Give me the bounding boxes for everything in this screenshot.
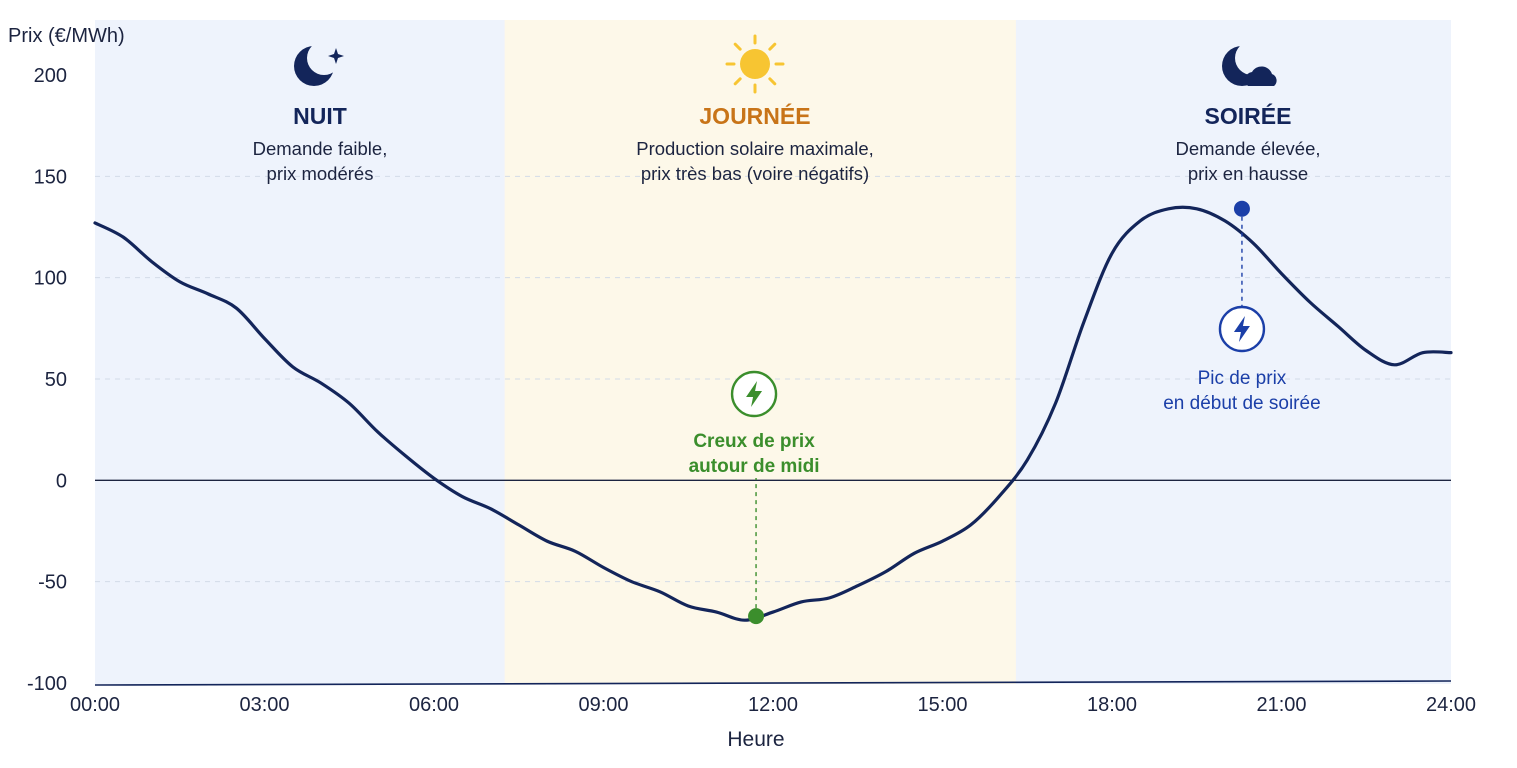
zone-subtitle-line2: prix très bas (voire négatifs) — [641, 163, 869, 184]
x-tick-label: 12:00 — [748, 694, 798, 716]
lightning-icon — [1218, 305, 1266, 353]
y-tick-label: 0 — [56, 470, 67, 492]
moon-star-icon — [294, 46, 344, 86]
zone-title: NUIT — [293, 103, 347, 129]
y-tick-label: -50 — [38, 572, 67, 594]
zones-layer — [95, 20, 1451, 684]
annotation-trough: Creux de prix autour de midi — [689, 370, 820, 625]
annotation-line1: Pic de prix — [1198, 368, 1287, 389]
star-icon — [328, 48, 344, 64]
annotation-line2: en début de soirée — [1163, 393, 1320, 414]
sun-icon-ray — [733, 42, 742, 51]
annotation-line2: autour de midi — [689, 456, 820, 477]
cloud-icon — [1245, 66, 1277, 86]
series-layer — [93, 205, 1453, 622]
x-tick-label: 15:00 — [917, 694, 967, 716]
zone-band-2 — [504, 20, 1016, 684]
x-tick-label: 24:00 — [1426, 694, 1476, 716]
x-tick-label: 03:00 — [239, 694, 289, 716]
y-axis-title: Prix (€/MWh) — [8, 25, 125, 47]
zone-subtitle-line2: prix en hausse — [1188, 163, 1308, 184]
zone-band-1 — [95, 20, 505, 684]
x-tick-label: 18:00 — [1087, 694, 1137, 716]
sun-icon-ray — [733, 77, 742, 86]
y-tick-label: 50 — [45, 369, 67, 391]
zone-subtitle-line2: prix modérés — [267, 163, 374, 184]
trough-point — [748, 608, 765, 625]
zone-label-2: JOURNÉE Production solaire maximale, prix … — [636, 34, 874, 184]
sun-icon — [725, 34, 785, 94]
y-tick-label: 200 — [34, 65, 67, 87]
peak-point — [1233, 200, 1250, 217]
zone-title: JOURNÉE — [699, 102, 810, 129]
zone-label-1: NUIT Demande faible, prix modérés — [253, 46, 388, 184]
series-line — [93, 205, 1453, 622]
y-tick-label: 150 — [34, 166, 67, 188]
annotation-line1: Creux de prix — [693, 431, 815, 452]
zone-subtitle-line1: Production solaire maximale, — [636, 138, 874, 159]
annotation-peak: Pic de prix en début de soirée — [1163, 200, 1321, 414]
zone-band-3 — [1015, 20, 1451, 684]
zone-title: SOIRÉE — [1205, 102, 1292, 129]
x-axis-title: Heure — [727, 728, 784, 751]
sun-icon-ray — [768, 42, 777, 51]
sun-icon-ray — [768, 77, 777, 86]
x-tick-label: 06:00 — [409, 694, 459, 716]
moon-icon-crescent — [294, 46, 334, 86]
zone-labels: NUIT Demande faible, prix modérés JOURNÉE Pr… — [253, 34, 1321, 184]
lightning-icon-bolt — [1233, 316, 1250, 342]
x-tick-label: 00:00 — [70, 694, 120, 716]
moon-cloud-icon — [1222, 46, 1277, 86]
sun-icon-disc — [740, 49, 770, 79]
zone-label-3: SOIRÉE Demande élevée, prix en hausse — [1175, 46, 1321, 184]
x-tick-label: 21:00 — [1256, 694, 1306, 716]
y-tick-label: -100 — [27, 673, 67, 695]
x-tick-label: 09:00 — [578, 694, 628, 716]
lightning-icon-bolt — [746, 381, 763, 407]
y-tick-label: 100 — [34, 268, 67, 290]
grid-layer — [95, 175, 1451, 583]
zone-subtitle-line1: Demande faible, — [253, 138, 388, 159]
lightning-icon — [730, 370, 778, 418]
annotations-layer: Creux de prix autour de midi Pic de prix en… — [689, 200, 1321, 625]
zone-subtitle-line1: Demande élevée, — [1175, 138, 1320, 159]
